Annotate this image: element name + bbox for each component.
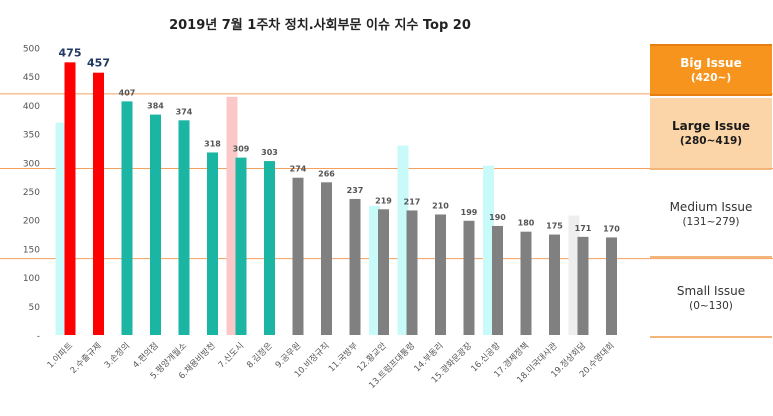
bar — [207, 152, 218, 335]
y-tick-label: 450 — [23, 73, 40, 83]
bar — [235, 157, 247, 335]
bar-value-label: 217 — [404, 197, 421, 206]
bar-value-label: 175 — [546, 222, 563, 231]
y-tick-label: 100 — [23, 274, 40, 284]
bar-value-label: 237 — [347, 186, 364, 195]
y-tick-label: 300 — [23, 159, 40, 169]
large-issue-label: Large Issue — [672, 118, 750, 133]
bar-value-label: 407 — [119, 88, 136, 97]
medium-issue-range: (131~279) — [682, 215, 740, 228]
bar — [349, 198, 361, 335]
bar-value-label: 318 — [204, 139, 221, 148]
bar-value-label: 180 — [518, 219, 535, 228]
y-tick-label: 500 — [23, 45, 40, 55]
background-bar — [568, 215, 580, 335]
bar-value-label: 374 — [176, 107, 193, 116]
bar — [150, 114, 161, 335]
bar — [606, 237, 617, 335]
x-tick-label: 8.김정은 — [245, 340, 275, 370]
big-issue-range: (420~) — [690, 71, 732, 84]
bar — [93, 72, 104, 335]
big-issue-panel: Big Issue (420~) — [650, 44, 772, 96]
bar-value-label: 274 — [290, 165, 307, 174]
medium-issue-label: Medium Issue — [669, 199, 753, 214]
bar-value-label: 190 — [489, 213, 506, 222]
bar — [492, 225, 503, 335]
medium-issue-panel: Medium Issue (131~279) — [650, 172, 772, 258]
bar — [463, 220, 475, 335]
bar — [406, 210, 418, 335]
bar — [378, 209, 389, 335]
bar-value-label: 303 — [261, 148, 278, 157]
bar-value-label: 384 — [147, 102, 164, 111]
x-tick-label: 3.손정의 — [102, 340, 132, 370]
bar-value-label: 171 — [575, 224, 592, 233]
background-bar — [397, 145, 409, 335]
small-issue-label: Small Issue — [676, 283, 746, 298]
bar-value-label: 210 — [432, 201, 449, 210]
y-tick-label: 200 — [23, 217, 40, 227]
bar — [292, 177, 304, 335]
small-issue-range: (0~130) — [689, 299, 733, 312]
y-tick-label: 400 — [23, 102, 40, 112]
small-issue-panel: Small Issue (0~130) — [650, 260, 772, 338]
background-bar — [55, 122, 67, 336]
bar — [178, 120, 190, 335]
bar-value-label: 170 — [603, 224, 620, 233]
background-bar — [226, 96, 238, 335]
bar-value-label: 199 — [461, 208, 478, 217]
bar — [549, 234, 560, 335]
bar — [64, 62, 76, 335]
bar-value-label: 219 — [375, 196, 392, 205]
bar-value-label: 475 — [59, 46, 82, 59]
bar-value-label: 266 — [318, 169, 335, 178]
x-tick-label: 2.수출규제 — [68, 340, 104, 376]
y-tick-label: 350 — [23, 131, 40, 141]
y-tick-label: 150 — [23, 245, 40, 255]
x-tick-label: 11.국방부 — [326, 340, 360, 374]
large-issue-range: (280~419) — [679, 134, 743, 147]
chart-title: 2019년 7월 1주차 정치.사회부문 이슈 지수 Top 20 — [169, 18, 471, 33]
bar-value-label: 309 — [233, 145, 250, 154]
large-issue-panel: Large Issue (280~419) — [650, 98, 772, 170]
bar-value-label: 457 — [87, 57, 110, 70]
bar — [520, 231, 532, 335]
bar — [577, 236, 589, 335]
bar — [435, 214, 446, 335]
big-issue-label: Big Issue — [680, 55, 742, 70]
y-tick-label: - — [37, 332, 40, 342]
background-bar — [369, 205, 380, 335]
background-bar — [483, 165, 494, 335]
bar — [121, 101, 133, 335]
bar — [321, 182, 332, 335]
y-tick-label: 250 — [23, 188, 40, 198]
y-tick-label: 50 — [29, 303, 41, 313]
x-tick-label: 7.신도시 — [217, 341, 246, 370]
bar — [264, 161, 275, 335]
